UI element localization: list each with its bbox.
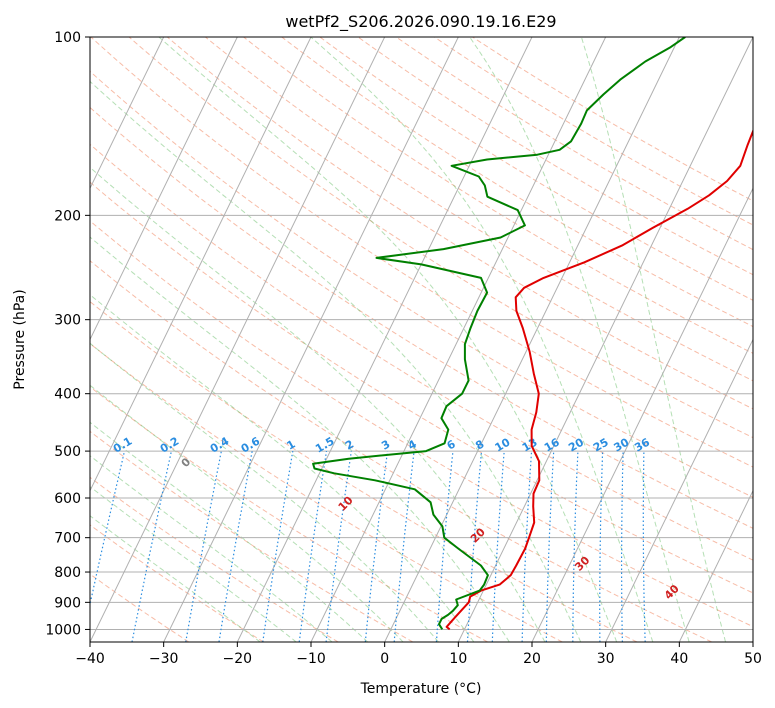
x-tick-label: 30 — [597, 651, 615, 667]
x-tick-label: 0 — [380, 651, 389, 667]
y-axis-title: Pressure (hPa) — [12, 289, 28, 389]
isotherm-line — [678, 489, 753, 642]
isotherm-line — [531, 187, 753, 642]
isotherm-line — [90, 37, 386, 642]
moist-adiabat-line — [158, 37, 618, 642]
x-tick-label: 20 — [523, 651, 541, 667]
moist-adiabat-line — [580, 37, 727, 642]
y-tick-label: 300 — [54, 313, 81, 329]
y-tick-label: 700 — [54, 531, 81, 547]
dry-adiabat-line — [205, 37, 753, 382]
dry-adiabat-line — [434, 37, 753, 226]
sounding-trace — [445, 128, 753, 631]
moist-adiabat-line — [469, 37, 690, 642]
plot-frame — [89, 36, 754, 643]
mixing-ratio-line — [131, 450, 172, 642]
moist-adiabat-line — [90, 166, 546, 642]
y-axis: 100 200 300 400 500 600 700 800 900 1000 — [45, 30, 90, 638]
isotherm-line — [384, 37, 680, 642]
dry-adiabat-line — [90, 430, 414, 642]
y-tick-label: 100 — [54, 30, 81, 46]
dry-adiabat-line — [90, 386, 488, 642]
moist-adiabat-line — [90, 342, 439, 642]
dry-adiabat-line — [166, 37, 753, 410]
y-tick-label: 600 — [54, 491, 81, 507]
x-axis: −40 −30 −20 −10 0 10 20 30 40 50 — [75, 642, 762, 667]
dry-adiabat-line — [90, 37, 753, 468]
dry-adiabat-line — [90, 342, 563, 642]
x-axis-title: Temperature (°C) — [360, 681, 482, 697]
y-tick-label: 800 — [54, 565, 81, 581]
sounding-trace — [312, 37, 686, 630]
x-tick-label: 10 — [449, 651, 467, 667]
mixing-ratio-line — [364, 451, 389, 642]
dry-adiabat-line — [90, 300, 638, 642]
x-tick-label: −20 — [223, 651, 253, 667]
dry-adiabat-line — [90, 143, 753, 561]
moist-adiabat-line — [90, 294, 475, 642]
dry-adiabat-line — [357, 37, 753, 276]
moist-adiabat-line — [90, 384, 404, 642]
mixing-ratio-line — [298, 451, 328, 642]
isotherm-line — [163, 37, 459, 642]
dry-adiabat-line — [90, 260, 712, 642]
dry-adiabat-line — [243, 37, 753, 354]
x-tick-label: 40 — [670, 651, 688, 667]
y-tick-label: 400 — [54, 387, 81, 403]
moist-adiabat-line — [90, 455, 333, 642]
isotherm-line — [457, 37, 753, 642]
isotherm-line — [236, 37, 533, 642]
x-tick-label: −10 — [296, 651, 326, 667]
dry-adiabat-line — [472, 37, 753, 202]
y-tick-label: 1000 — [45, 622, 81, 638]
moist-adiabat-line — [90, 236, 510, 642]
y-tick-label: 900 — [54, 595, 81, 611]
mixing-ratio-line — [262, 450, 294, 642]
isotherm-line — [310, 37, 607, 642]
chart-title: wetPf2_S206.2026.090.19.16.E29 — [285, 12, 556, 32]
dry-adiabat-line — [90, 476, 339, 642]
y-tick-label: 500 — [54, 444, 81, 460]
isotherm-line — [90, 37, 165, 190]
dry-adiabat-line — [319, 37, 753, 301]
x-tick-label: −40 — [75, 651, 105, 667]
isotherm-line — [605, 338, 753, 642]
y-tick-label: 200 — [54, 208, 81, 224]
dry-adiabat-line — [128, 37, 753, 439]
isotherm-line — [90, 37, 312, 492]
isotherm-line — [90, 37, 238, 341]
mixing-ratio-line — [435, 451, 454, 642]
mixing-ratio-line — [393, 451, 415, 642]
mixing-ratio-line — [325, 451, 352, 642]
moist-adiabat-line — [310, 37, 654, 642]
x-tick-label: −30 — [149, 651, 179, 667]
x-tick-label: 50 — [744, 651, 762, 667]
